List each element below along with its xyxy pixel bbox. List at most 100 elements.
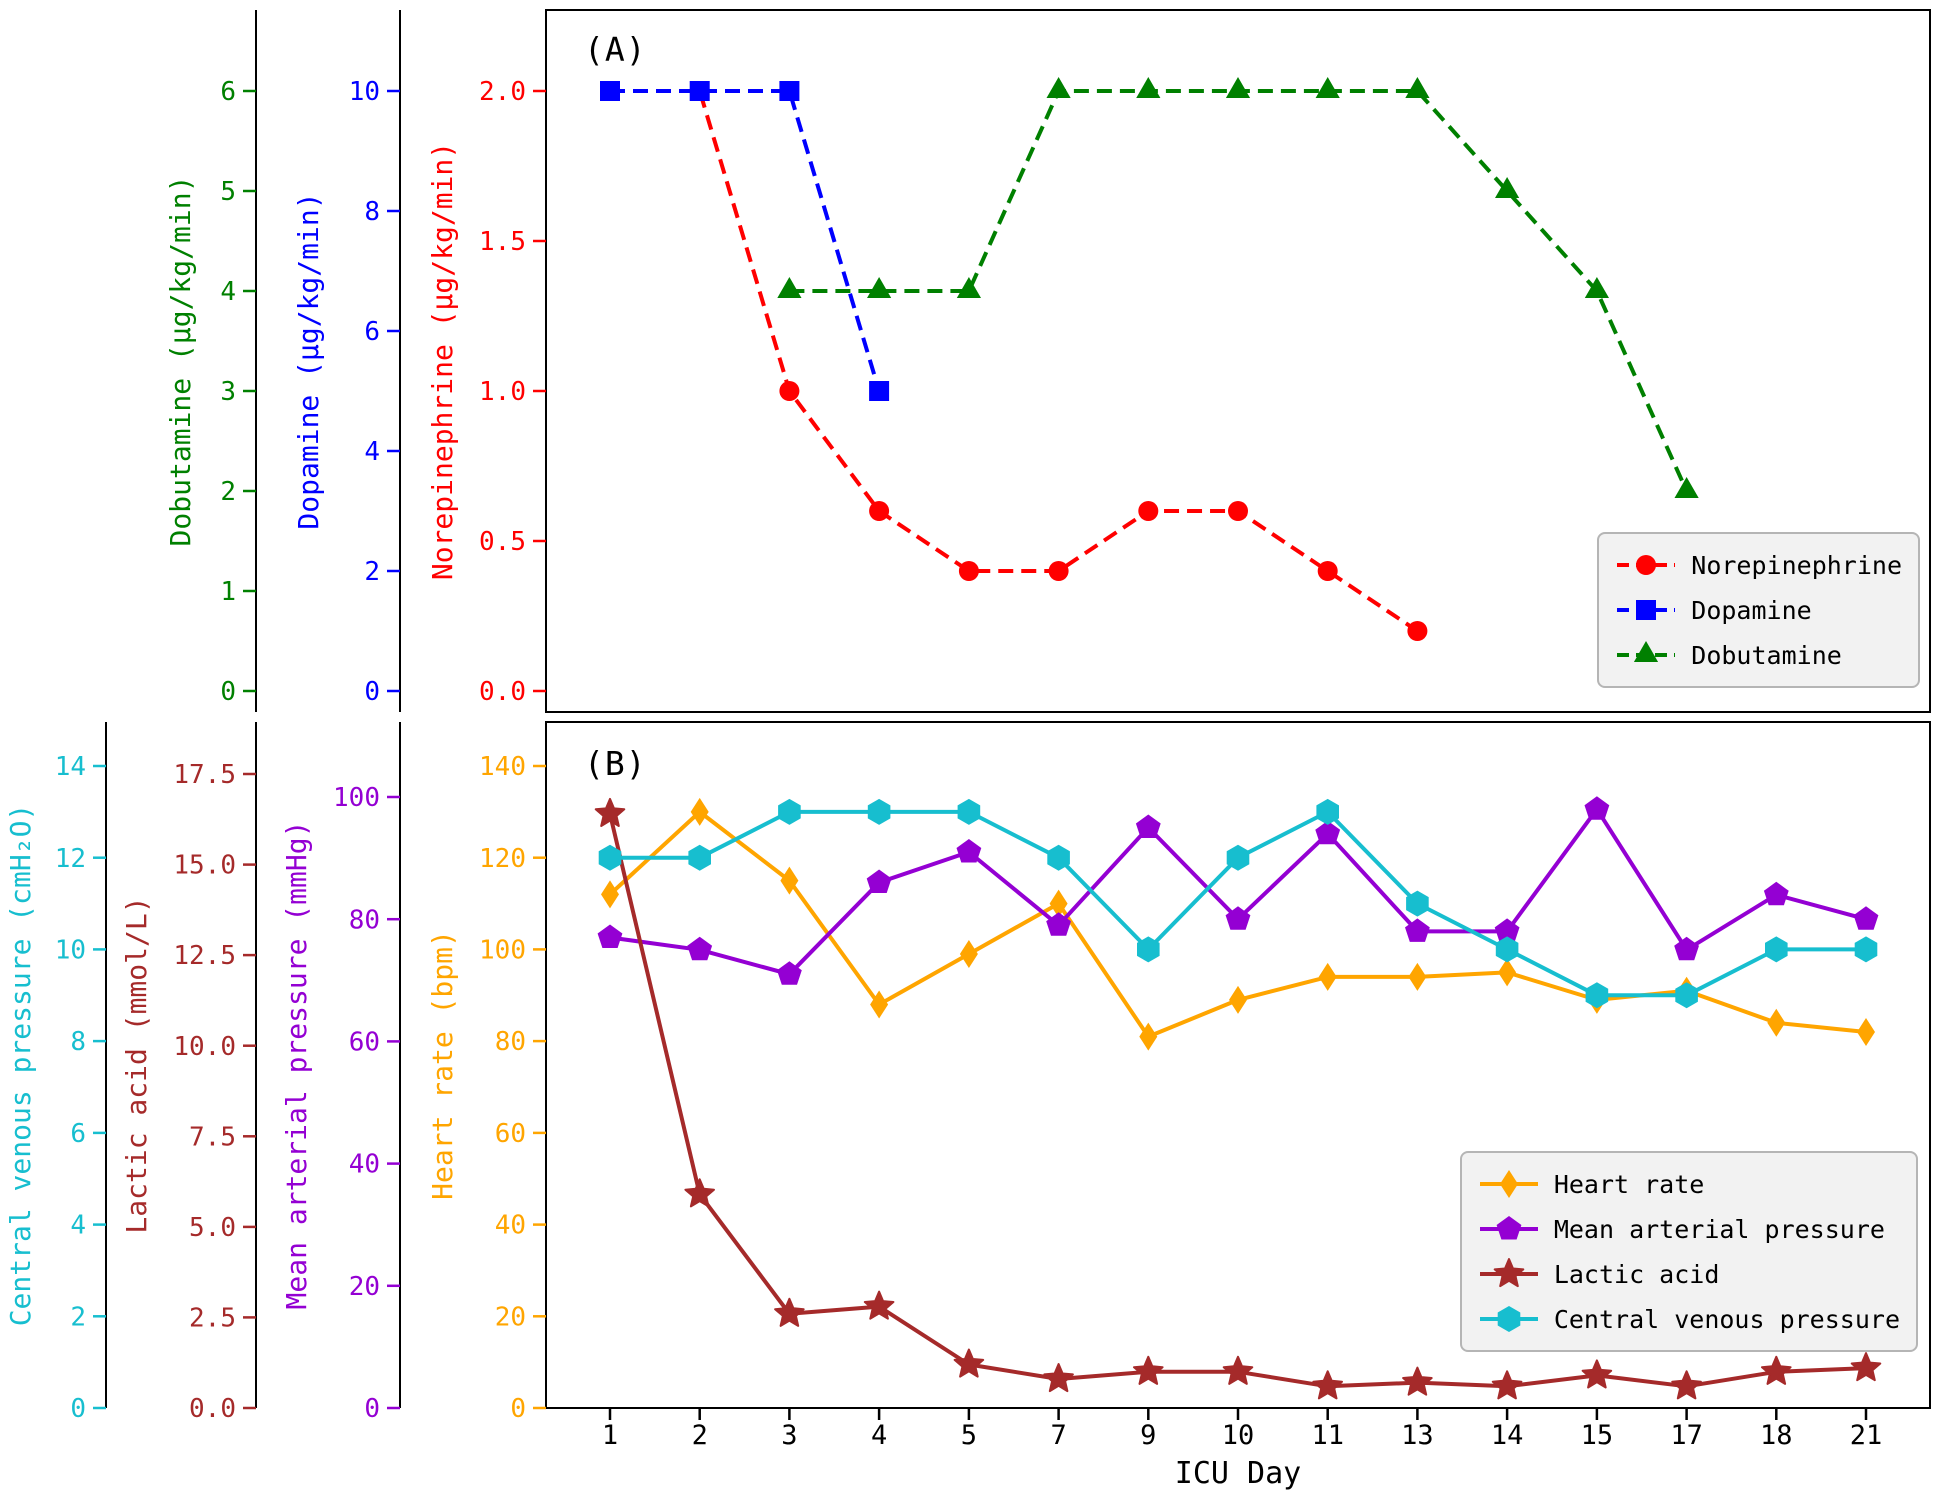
triangle-marker (1584, 277, 1609, 298)
axis-title-dobutamine: Dobutamine (μg/kg/min) (164, 176, 197, 547)
y-tick-label: 12 (55, 844, 86, 874)
legend-panel-b: Heart rate Mean arterial pressure Lactic a… (1459, 1151, 1918, 1352)
legend-entry-norepinephrine: Norepinephrine (1615, 544, 1902, 586)
star-marker (1312, 1370, 1343, 1400)
legend-entry-central-venous-pressure: Central venous pressure (1478, 1298, 1900, 1340)
star-marker (1850, 1352, 1882, 1382)
y-tick-label: 80 (495, 1027, 526, 1057)
y-tick-label: 3 (220, 377, 236, 407)
series-central-venous-pressure (598, 798, 1878, 1009)
pentagon-marker (1853, 906, 1879, 930)
hexagon-marker (1854, 936, 1878, 963)
x-tick-label: 21 (1850, 1420, 1883, 1451)
legend-sample-triangle-icon (1617, 641, 1676, 662)
legend-label: Central venous pressure (1553, 1304, 1900, 1334)
hexagon-marker (1765, 936, 1788, 963)
hexagon-marker (1497, 1306, 1521, 1332)
x-tick-label: 2 (692, 1420, 708, 1451)
y-tick-label: 20 (349, 1272, 380, 1302)
circle-marker (1228, 501, 1248, 521)
series-line (610, 89, 882, 392)
series-dopamine (600, 81, 890, 401)
x-tick-label: 10 (1222, 1420, 1255, 1451)
y-tick-label: 10 (349, 77, 380, 107)
circle-marker (1317, 561, 1338, 581)
diamond-marker (601, 880, 619, 909)
pentagon-marker (687, 936, 713, 961)
y-tick-label: 7.5 (189, 1122, 236, 1152)
x-tick-label: 15 (1581, 1420, 1614, 1451)
triangle-marker (1225, 77, 1251, 98)
axis-norepinephrine: 0.0 0.5 1.0 1.5 2.0 Norepinephrine (μg/kg/min… (426, 77, 546, 707)
y-tick-label: 2.0 (479, 77, 526, 107)
pentagon-marker (1494, 918, 1520, 942)
axis-dobutamine: 0 1 2 3 4 5 6 Dobutamine (μg/kg/min) (164, 10, 257, 712)
y-tick-label: 0 (220, 677, 236, 707)
y-tick-label: 0 (364, 677, 380, 707)
pentagon-marker (1763, 881, 1789, 906)
x-tick-label: 13 (1401, 1420, 1434, 1451)
y-tick-label: 40 (495, 1211, 526, 1241)
star-marker (1491, 1370, 1523, 1400)
circle-marker (869, 501, 890, 521)
x-tick-label: 14 (1491, 1420, 1524, 1451)
triangle-marker (1046, 77, 1071, 98)
circle-marker (779, 381, 800, 401)
pentagon-marker (1315, 820, 1341, 845)
y-tick-label: 5.0 (189, 1213, 236, 1243)
diamond-marker (1408, 962, 1427, 991)
circle-marker (1138, 501, 1159, 521)
diamond-marker (1139, 1022, 1158, 1051)
y-tick-label: 0.0 (189, 1394, 236, 1424)
hexagon-marker (1137, 936, 1160, 963)
legend-sample-diamond-icon (1479, 1170, 1538, 1198)
legend-panel-a: Norepinephrine Dopamine Dobutamine (1597, 532, 1920, 688)
legend-sample-star-icon (1479, 1258, 1538, 1288)
axis-heart_rate: 0 20 40 60 80 100 120 140 Heart rate (bpm) (426, 752, 546, 1424)
star-marker (1671, 1370, 1702, 1400)
x-tick-label: 17 (1670, 1420, 1703, 1451)
y-tick-label: 10 (55, 936, 86, 966)
panel-panel_a: 0.0 0.5 1.0 1.5 2.0 Norepinephrine (μg/kg/min… (164, 9, 1931, 713)
hexagon-marker (1316, 798, 1339, 825)
star-marker (1043, 1363, 1074, 1393)
legend-entry-heart-rate: Heart rate (1478, 1163, 1900, 1205)
panel-b-label: (B) (584, 744, 647, 783)
y-tick-label: 4 (220, 277, 236, 307)
square-marker (600, 81, 620, 101)
hexagon-marker (1495, 936, 1519, 963)
y-tick-label: 1 (220, 577, 236, 607)
hexagon-marker (957, 798, 981, 825)
circle-marker (1048, 561, 1069, 581)
axis-title-lactic: Lactic acid (mmol/L) (120, 896, 153, 1233)
hexagon-marker (1675, 982, 1698, 1009)
axis-title-dopamine: Dopamine (μg/kg/min) (292, 192, 325, 529)
star-marker (1581, 1359, 1613, 1389)
diamond-marker (959, 940, 978, 968)
y-tick-label: 1.0 (479, 377, 526, 407)
star-marker (1761, 1355, 1792, 1385)
legend-label: Dopamine (1691, 595, 1812, 625)
diamond-marker (1049, 889, 1068, 918)
star-marker (953, 1348, 985, 1378)
diamond-marker (870, 990, 889, 1019)
square-marker (689, 81, 710, 101)
star-marker (1133, 1355, 1164, 1385)
square-marker (1636, 600, 1657, 620)
y-tick-label: 40 (349, 1150, 380, 1180)
triangle-marker (777, 277, 802, 298)
y-tick-label: 8 (364, 197, 380, 227)
circle-marker (1636, 555, 1657, 575)
y-tick-label: 6 (70, 1119, 86, 1149)
axis-dopamine: 0 2 4 6 8 10 Dopamine (μg/kg/min) (292, 10, 401, 712)
pentagon-marker (1046, 912, 1071, 936)
legend-sample-pentagon-icon (1479, 1216, 1538, 1240)
diamond-marker (1318, 962, 1337, 991)
y-tick-label: 60 (349, 1028, 380, 1058)
y-tick-label: 8 (70, 1027, 86, 1057)
hexagon-marker (778, 798, 801, 825)
x-tick-label: 18 (1760, 1420, 1793, 1451)
triangle-marker (956, 277, 981, 298)
star-marker (1493, 1258, 1525, 1288)
axis-cvp: 0 2 4 6 8 10 12 14 Central venous pressure (cmH₂… (4, 722, 107, 1424)
